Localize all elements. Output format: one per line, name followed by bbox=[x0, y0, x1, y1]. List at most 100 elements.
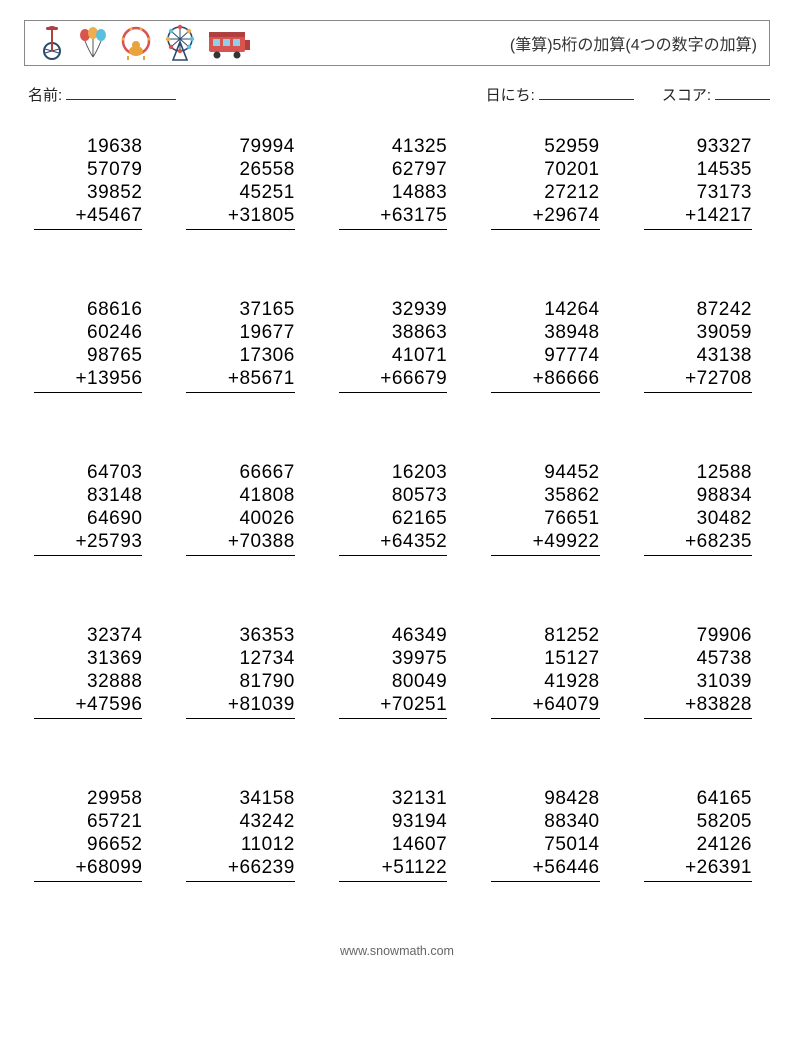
ferris-wheel-icon bbox=[163, 24, 197, 62]
addend: 14883 bbox=[339, 181, 447, 204]
addend: 19677 bbox=[186, 321, 294, 344]
answer-blank[interactable] bbox=[339, 556, 447, 572]
addition-problem: 196385707939852+45467 bbox=[34, 135, 142, 246]
addend: 88340 bbox=[491, 810, 599, 833]
addend: 62165 bbox=[339, 507, 447, 530]
answer-blank[interactable] bbox=[186, 882, 294, 898]
addition-problem: 125889883430482+68235 bbox=[644, 461, 752, 572]
addend: 81790 bbox=[186, 670, 294, 693]
name-field: 名前: bbox=[28, 84, 176, 105]
addend: 83148 bbox=[34, 484, 142, 507]
addition-problem: 162038057362165+64352 bbox=[339, 461, 447, 572]
addition-problem: 363531273481790+81039 bbox=[186, 624, 294, 735]
answer-blank[interactable] bbox=[34, 556, 142, 572]
last-addend: +49922 bbox=[491, 530, 599, 556]
answer-blank[interactable] bbox=[186, 556, 294, 572]
addition-problem: 984288834075014+56446 bbox=[491, 787, 599, 898]
addend: 41928 bbox=[491, 670, 599, 693]
answer-blank[interactable] bbox=[491, 719, 599, 735]
answer-blank[interactable] bbox=[34, 393, 142, 409]
answer-blank[interactable] bbox=[34, 230, 142, 246]
answer-blank[interactable] bbox=[644, 719, 752, 735]
answer-blank[interactable] bbox=[491, 556, 599, 572]
addend: 93327 bbox=[644, 135, 752, 158]
addend: 98834 bbox=[644, 484, 752, 507]
addend: 79906 bbox=[644, 624, 752, 647]
addition-problem: 686166024698765+13956 bbox=[34, 298, 142, 409]
addend: 57079 bbox=[34, 158, 142, 181]
addend: 76651 bbox=[491, 507, 599, 530]
addend: 12588 bbox=[644, 461, 752, 484]
answer-blank[interactable] bbox=[644, 230, 752, 246]
addend: 66667 bbox=[186, 461, 294, 484]
addend: 11012 bbox=[186, 833, 294, 856]
addition-problem: 321319319414607+51122 bbox=[339, 787, 447, 898]
answer-blank[interactable] bbox=[644, 556, 752, 572]
addend: 98765 bbox=[34, 344, 142, 367]
addend: 98428 bbox=[491, 787, 599, 810]
score-blank[interactable] bbox=[715, 86, 770, 100]
addend: 34158 bbox=[186, 787, 294, 810]
addend: 14607 bbox=[339, 833, 447, 856]
score-label: スコア: bbox=[662, 84, 711, 105]
answer-blank[interactable] bbox=[34, 882, 142, 898]
date-field: 日にち: bbox=[486, 84, 634, 105]
answer-blank[interactable] bbox=[644, 393, 752, 409]
unicycle-icon bbox=[37, 25, 67, 61]
addend: 14264 bbox=[491, 298, 599, 321]
addition-problem: 463493997580049+70251 bbox=[339, 624, 447, 735]
addend: 64690 bbox=[34, 507, 142, 530]
answer-blank[interactable] bbox=[186, 393, 294, 409]
last-addend: +51122 bbox=[339, 856, 447, 882]
addend: 26558 bbox=[186, 158, 294, 181]
name-blank[interactable] bbox=[66, 86, 176, 100]
addend: 40026 bbox=[186, 507, 294, 530]
addend: 14535 bbox=[644, 158, 752, 181]
problems-grid: 196385707939852+45467 799942655845251+318… bbox=[24, 135, 770, 898]
addend: 94452 bbox=[491, 461, 599, 484]
answer-blank[interactable] bbox=[34, 719, 142, 735]
addend: 29958 bbox=[34, 787, 142, 810]
date-blank[interactable] bbox=[539, 86, 634, 100]
addition-problem: 647038314864690+25793 bbox=[34, 461, 142, 572]
addend: 80573 bbox=[339, 484, 447, 507]
last-addend: +13956 bbox=[34, 367, 142, 393]
answer-blank[interactable] bbox=[339, 882, 447, 898]
addition-problem: 872423905943138+72708 bbox=[644, 298, 752, 409]
answer-blank[interactable] bbox=[491, 882, 599, 898]
addend: 97774 bbox=[491, 344, 599, 367]
addend: 93194 bbox=[339, 810, 447, 833]
addend: 30482 bbox=[644, 507, 752, 530]
last-addend: +68235 bbox=[644, 530, 752, 556]
date-label: 日にち: bbox=[486, 84, 535, 105]
addition-problem: 142643894897774+86666 bbox=[491, 298, 599, 409]
addition-problem: 323743136932888+47596 bbox=[34, 624, 142, 735]
last-addend: +66239 bbox=[186, 856, 294, 882]
addend: 32374 bbox=[34, 624, 142, 647]
last-addend: +63175 bbox=[339, 204, 447, 230]
addend: 87242 bbox=[644, 298, 752, 321]
addend: 43138 bbox=[644, 344, 752, 367]
answer-blank[interactable] bbox=[339, 719, 447, 735]
addition-problem: 933271453573173+14217 bbox=[644, 135, 752, 246]
answer-blank[interactable] bbox=[644, 882, 752, 898]
addend: 58205 bbox=[644, 810, 752, 833]
addend: 12734 bbox=[186, 647, 294, 670]
addend: 24126 bbox=[644, 833, 752, 856]
addend: 15127 bbox=[491, 647, 599, 670]
addition-problem: 799942655845251+31805 bbox=[186, 135, 294, 246]
addend: 17306 bbox=[186, 344, 294, 367]
last-addend: +83828 bbox=[644, 693, 752, 719]
addition-problem: 812521512741928+64079 bbox=[491, 624, 599, 735]
lion-hoop-icon bbox=[119, 25, 153, 61]
addition-problem: 666674180840026+70388 bbox=[186, 461, 294, 572]
answer-blank[interactable] bbox=[186, 719, 294, 735]
answer-blank[interactable] bbox=[186, 230, 294, 246]
last-addend: +47596 bbox=[34, 693, 142, 719]
answer-blank[interactable] bbox=[491, 230, 599, 246]
answer-blank[interactable] bbox=[491, 393, 599, 409]
answer-blank[interactable] bbox=[339, 230, 447, 246]
addend: 46349 bbox=[339, 624, 447, 647]
addend: 45738 bbox=[644, 647, 752, 670]
answer-blank[interactable] bbox=[339, 393, 447, 409]
